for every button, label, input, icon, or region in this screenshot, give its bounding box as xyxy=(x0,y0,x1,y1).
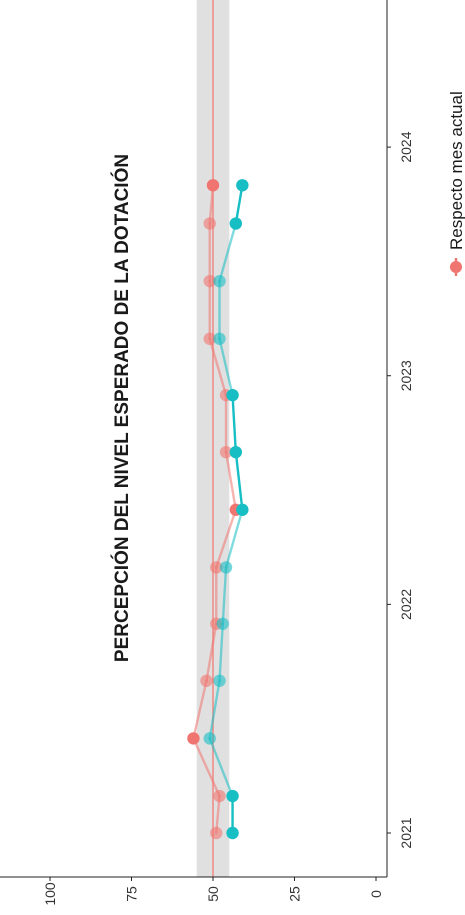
series-0-segment xyxy=(192,679,208,740)
series-1-point xyxy=(219,561,233,574)
series-0-point xyxy=(203,274,216,288)
series-1-point xyxy=(213,274,226,288)
series-1-point xyxy=(213,674,226,687)
time-tick-label: 2023 xyxy=(398,360,414,391)
series-1-segment xyxy=(234,450,244,511)
time-tick-label: 2021 xyxy=(398,817,414,848)
series-1-point xyxy=(229,445,243,459)
series-0-point xyxy=(210,826,223,840)
series-1-point xyxy=(216,617,229,630)
series-0-point xyxy=(210,561,223,574)
series-1-point xyxy=(226,826,239,840)
value-tick-label: 100 xyxy=(42,882,58,906)
series-1-segment xyxy=(208,737,234,798)
series-0-segment xyxy=(208,184,215,225)
series-1-point xyxy=(213,332,226,345)
legend-label: Respecto mes actual xyxy=(447,91,465,250)
series-1-point xyxy=(236,179,249,192)
series-1-segment xyxy=(218,622,224,682)
series-0-point xyxy=(206,179,220,192)
series-1-segment xyxy=(218,222,238,283)
series-0-segment xyxy=(215,508,238,569)
value-tick-label: 25 xyxy=(287,886,303,902)
series-1-point xyxy=(226,789,239,803)
series-0-point xyxy=(203,332,216,345)
series-1-segment xyxy=(231,393,238,454)
series-1-segment xyxy=(208,679,221,740)
series-0-segment xyxy=(224,450,238,511)
series-1-point xyxy=(236,503,249,516)
series-0-segment xyxy=(192,737,221,798)
value-tick-label: 75 xyxy=(124,886,140,902)
series-0-point xyxy=(203,217,216,230)
series-0-segment xyxy=(208,337,228,397)
value-tick-label: 50 xyxy=(205,886,221,902)
series-1-point xyxy=(229,217,243,230)
series-1-segment xyxy=(224,508,244,569)
series-1-segment xyxy=(221,566,228,625)
series-1-point xyxy=(203,732,216,745)
series-0-point xyxy=(219,445,233,459)
series-1-segment xyxy=(234,184,244,225)
series-0-point xyxy=(213,789,226,803)
time-tick-label: 2022 xyxy=(398,589,414,620)
time-tick-label: 2024 xyxy=(398,131,414,162)
series-0-point xyxy=(187,732,200,745)
chart-title: PERCEPCIÓN DEL NIVEL ESPERADO DE LA DOTA… xyxy=(111,154,133,662)
value-tick-label: 0 xyxy=(368,890,384,898)
series-1-segment xyxy=(218,337,234,397)
series-0-point xyxy=(200,674,213,687)
series-1-point xyxy=(226,388,239,402)
series-0-segment xyxy=(205,622,218,682)
